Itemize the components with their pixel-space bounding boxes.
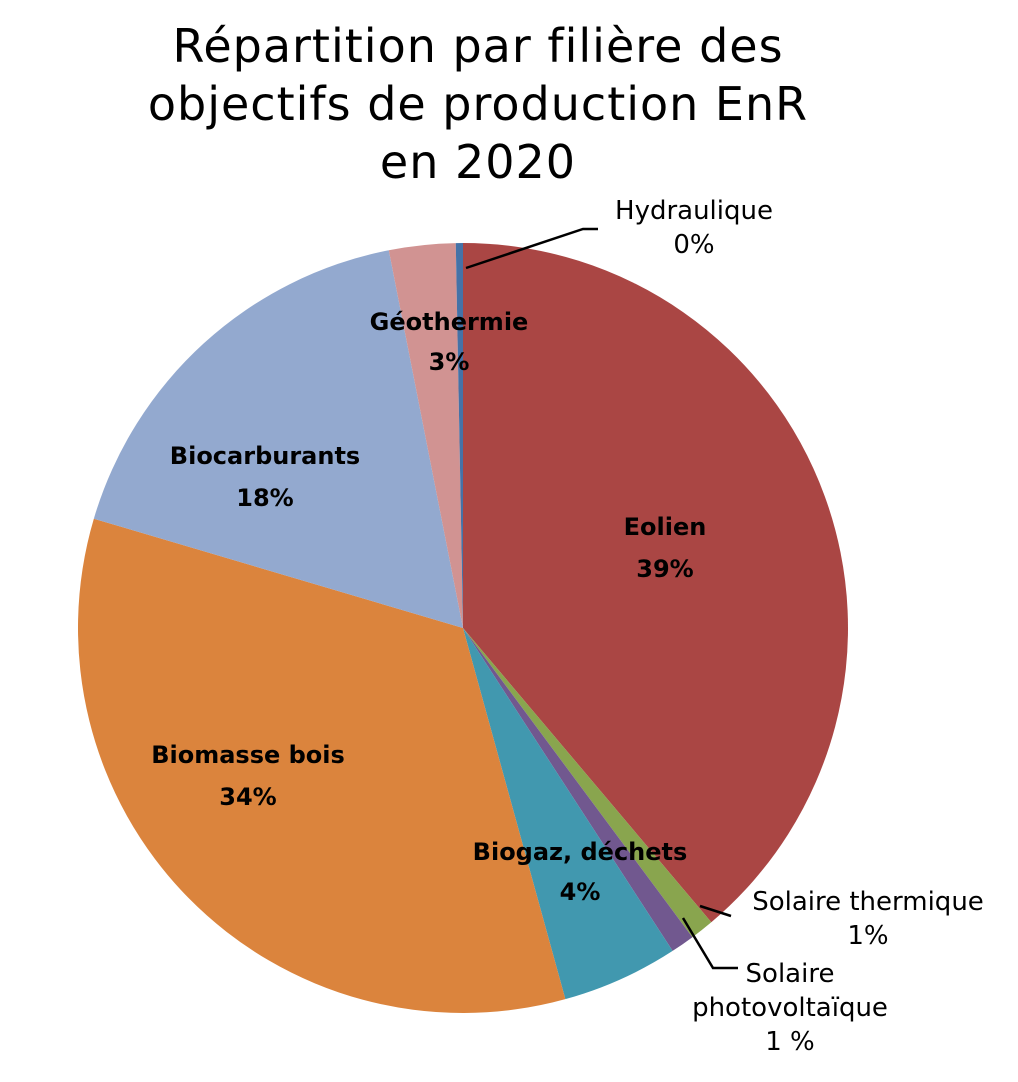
slice-pct-label-biocarburants: 18%: [236, 484, 293, 512]
chart-title-line-1: Répartition par filière des: [172, 19, 783, 73]
slice-pct-label-biogaz-dechets: 4%: [560, 878, 601, 906]
slice-name-label-biomasse-bois: Biomasse bois: [151, 741, 345, 769]
slice-name-label-solaire-photovoltaique-1: Solaire: [746, 959, 835, 989]
pie-slice-biocarburants: [93, 250, 463, 628]
slice-pct-label-geothermie: 3%: [429, 348, 470, 376]
slice-pct-label-biomasse-bois: 34%: [219, 783, 276, 811]
slice-labels: Eolien 39% Solaire thermique 1% Solaire photo…: [151, 196, 984, 1057]
slice-name-label-biogaz-dechets: Biogaz, déchets: [473, 838, 688, 866]
leader-lines: [465, 227, 738, 970]
slice-name-label-hydraulique: Hydraulique: [615, 196, 773, 226]
slice-name-label-geothermie: Géothermie: [370, 308, 529, 336]
leader-line-solaire-photovoltaique: [681, 917, 738, 970]
chart-title-line-2: objectifs de production EnR: [148, 77, 808, 131]
pie-slice-geothermie: [388, 243, 463, 628]
slice-name-label-biocarburants: Biocarburants: [170, 442, 360, 470]
pie-slices: [77, 243, 849, 1013]
pie-slice-hydraulique: [455, 243, 463, 628]
pie-slice-eolien: [463, 243, 849, 923]
slice-pct-label-hydraulique: 0%: [673, 230, 714, 260]
slice-pct-label-solaire-thermique: 1%: [847, 921, 888, 951]
slice-name-label-solaire-thermique: Solaire thermique: [752, 887, 984, 917]
leader-line-hydraulique: [465, 227, 598, 270]
slice-pct-label-eolien: 39%: [636, 555, 693, 583]
pie-slice-solaire-thermique: [463, 628, 712, 938]
chart-title-line-3: en 2020: [380, 135, 576, 189]
slice-name-label-eolien: Eolien: [624, 513, 707, 541]
pie-slice-biogaz-dechets: [463, 628, 673, 1000]
slice-pct-label-solaire-photovoltaique: 1 %: [765, 1027, 815, 1057]
leader-line-solaire-thermique: [699, 904, 732, 918]
slice-name-label-solaire-photovoltaique-2: photovoltaïque: [692, 993, 888, 1023]
pie-slice-solaire-photovoltaique: [463, 628, 693, 951]
pie-slice-biomasse-bois: [77, 518, 566, 1013]
